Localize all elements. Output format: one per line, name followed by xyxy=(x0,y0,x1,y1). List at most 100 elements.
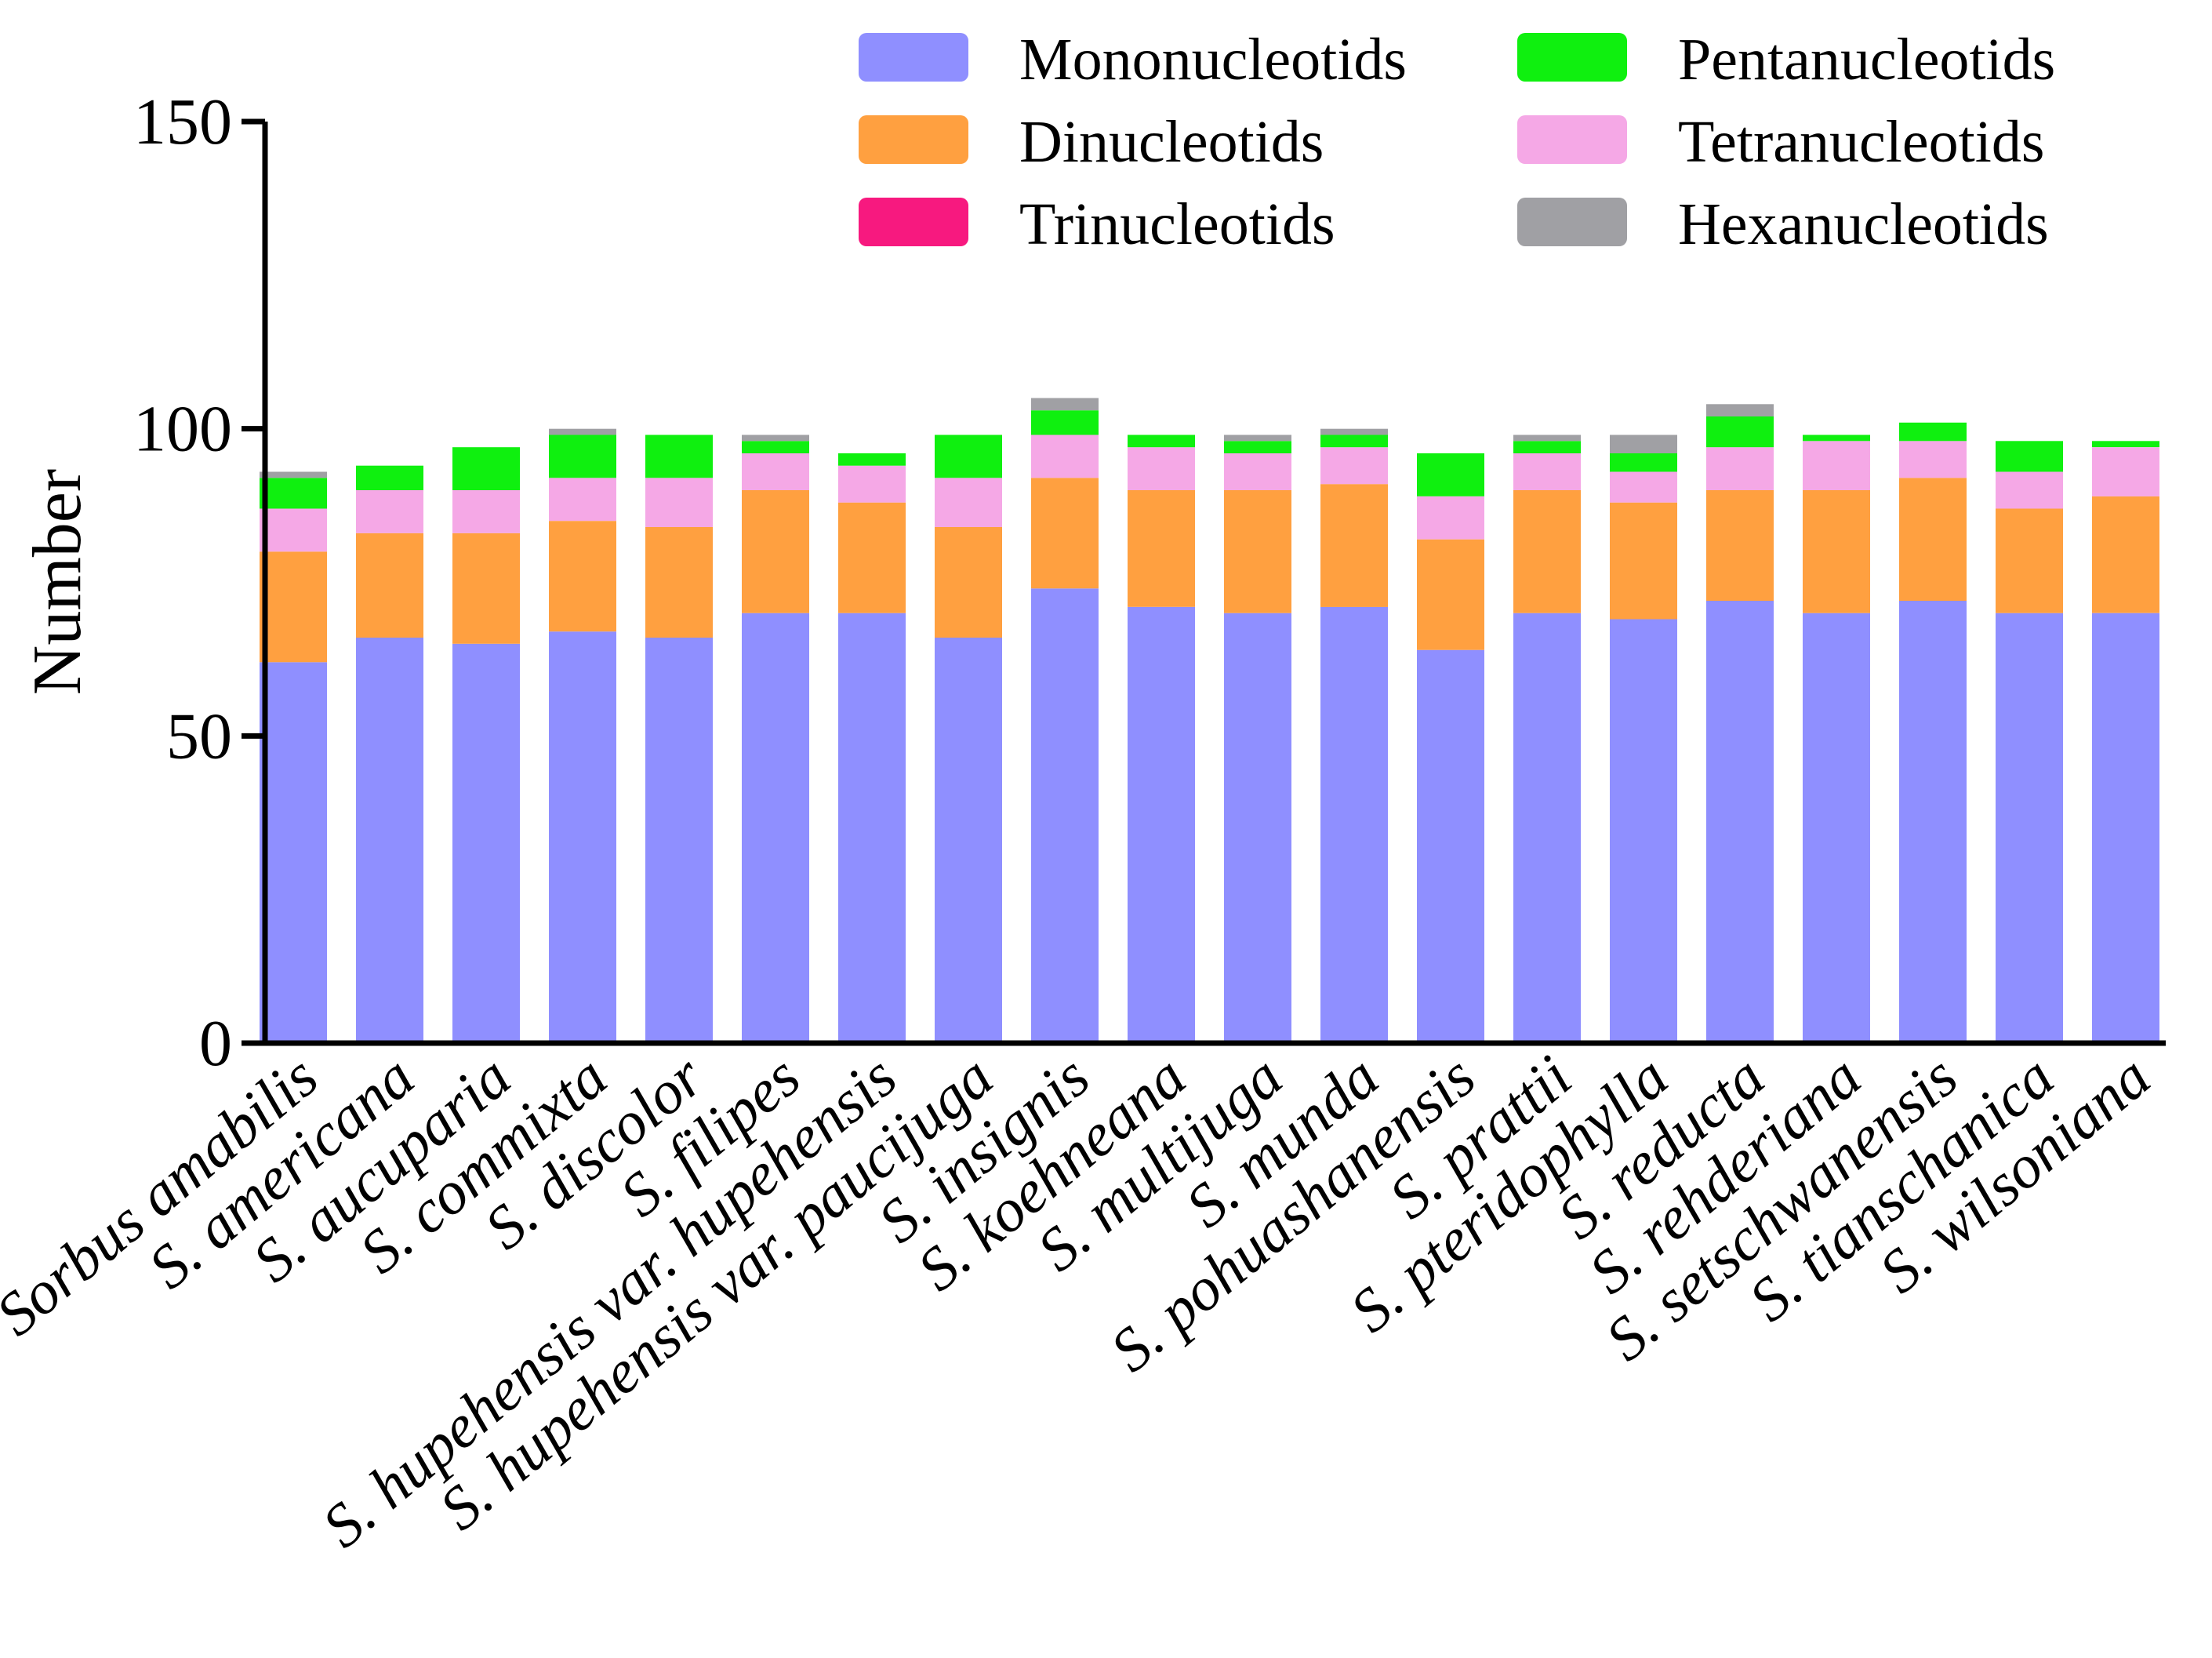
bar-segment-pentanucleotids-8 xyxy=(935,434,1002,478)
bar-segment-dinucleotids-5 xyxy=(645,527,713,638)
y-axis-title: Number xyxy=(20,469,96,695)
bar-segment-mononucleotids-15 xyxy=(1610,619,1677,1043)
bar-segment-pentanucleotids-15 xyxy=(1610,453,1677,472)
y-ticks-group: 0 50 100 150 xyxy=(133,85,265,1080)
bar-segment-pentanucleotids-19 xyxy=(1996,441,2063,472)
bar-segment-hexanucleotids-6 xyxy=(742,434,809,442)
bar-segment-tetranucleotids-17 xyxy=(1803,441,1870,490)
bar-segment-dinucleotids-18 xyxy=(1899,478,1967,601)
bar-segment-tetranucleotids-4 xyxy=(549,478,616,522)
axes-group xyxy=(262,122,2166,1046)
bar-segment-hexanucleotids-11 xyxy=(1224,434,1291,442)
bar-segment-tetranucleotids-11 xyxy=(1224,453,1291,490)
bar-segment-tetranucleotids-15 xyxy=(1610,471,1677,503)
bar-segment-mononucleotids-20 xyxy=(2092,613,2159,1043)
bar-segment-dinucleotids-14 xyxy=(1513,490,1581,613)
bar-segment-pentanucleotids-12 xyxy=(1320,434,1388,448)
bar-segment-pentanucleotids-4 xyxy=(549,434,616,478)
legend: Mononucleotids Pentanucleotids Dinucleotid… xyxy=(859,27,2055,257)
legend-swatch-pentanucleotids xyxy=(1517,33,1627,82)
bar-segment-dinucleotids-7 xyxy=(838,502,906,613)
bar-segment-dinucleotids-9 xyxy=(1031,478,1099,589)
legend-swatch-hexanucleotids xyxy=(1517,198,1627,246)
bar-segment-hexanucleotids-9 xyxy=(1031,398,1099,411)
bar-segment-mononucleotids-18 xyxy=(1899,601,1967,1043)
bar-segment-dinucleotids-8 xyxy=(935,527,1002,638)
bars-group xyxy=(260,398,2159,1043)
bar-segment-mononucleotids-3 xyxy=(452,643,520,1043)
bar-segment-dinucleotids-10 xyxy=(1128,490,1195,607)
bar-segment-pentanucleotids-2 xyxy=(356,465,423,490)
bar-segment-hexanucleotids-1 xyxy=(260,471,327,478)
bar-segment-pentanucleotids-3 xyxy=(452,447,520,490)
bar-segment-hexanucleotids-12 xyxy=(1320,428,1388,435)
bar-segment-tetranucleotids-18 xyxy=(1899,441,1967,478)
bar-segment-tetranucleotids-3 xyxy=(452,490,520,533)
bar-segment-tetranucleotids-1 xyxy=(260,508,327,552)
bar-segment-dinucleotids-13 xyxy=(1417,539,1484,650)
bar-segment-tetranucleotids-8 xyxy=(935,478,1002,527)
bar-segment-dinucleotids-11 xyxy=(1224,490,1291,613)
bar-segment-tetranucleotids-12 xyxy=(1320,447,1388,485)
bar-segment-hexanucleotids-14 xyxy=(1513,434,1581,442)
legend-swatch-dinucleotids xyxy=(859,115,968,164)
bar-segment-dinucleotids-16 xyxy=(1706,490,1774,601)
bar-segment-pentanucleotids-16 xyxy=(1706,416,1774,448)
bar-segment-mononucleotids-19 xyxy=(1996,613,2063,1043)
bar-segment-mononucleotids-9 xyxy=(1031,588,1099,1043)
bar-segment-mononucleotids-12 xyxy=(1320,606,1388,1043)
bar-segment-dinucleotids-6 xyxy=(742,490,809,613)
bar-segment-pentanucleotids-6 xyxy=(742,441,809,453)
bar-segment-dinucleotids-2 xyxy=(356,533,423,638)
bar-segment-mononucleotids-5 xyxy=(645,638,713,1043)
bar-segment-pentanucleotids-7 xyxy=(838,453,906,466)
bar-segment-dinucleotids-17 xyxy=(1803,490,1870,613)
bar-segment-tetranucleotids-7 xyxy=(838,465,906,503)
bar-segment-pentanucleotids-18 xyxy=(1899,422,1967,442)
bar-segment-mononucleotids-2 xyxy=(356,638,423,1043)
bar-segment-dinucleotids-19 xyxy=(1996,508,2063,613)
legend-swatch-trinucleotids xyxy=(859,198,968,246)
bar-segment-hexanucleotids-16 xyxy=(1706,404,1774,416)
bar-segment-dinucleotids-15 xyxy=(1610,502,1677,620)
bar-segment-tetranucleotids-16 xyxy=(1706,447,1774,490)
y-tick-label: 150 xyxy=(133,85,232,158)
legend-label-trinucleotids: Trinucleotids xyxy=(1019,191,1335,257)
bar-segment-hexanucleotids-4 xyxy=(549,428,616,435)
legend-label-hexanucleotids: Hexanucleotids xyxy=(1678,191,2049,257)
legend-label-dinucleotids: Dinucleotids xyxy=(1019,109,1324,175)
bar-segment-mononucleotids-7 xyxy=(838,613,906,1043)
bar-segment-tetranucleotids-5 xyxy=(645,478,713,527)
bar-segment-dinucleotids-12 xyxy=(1320,484,1388,607)
bar-segment-mononucleotids-14 xyxy=(1513,613,1581,1043)
bar-segment-pentanucleotids-9 xyxy=(1031,410,1099,435)
bar-segment-tetranucleotids-20 xyxy=(2092,447,2159,496)
bar-segment-mononucleotids-16 xyxy=(1706,601,1774,1043)
bar-segment-tetranucleotids-6 xyxy=(742,453,809,490)
bar-segment-dinucleotids-4 xyxy=(549,521,616,632)
bar-segment-dinucleotids-3 xyxy=(452,533,520,644)
bar-segment-tetranucleotids-2 xyxy=(356,490,423,533)
bar-segment-mononucleotids-10 xyxy=(1128,606,1195,1043)
bar-segment-pentanucleotids-14 xyxy=(1513,441,1581,453)
bar-segment-tetranucleotids-19 xyxy=(1996,471,2063,509)
bar-segment-pentanucleotids-1 xyxy=(260,478,327,509)
bar-segment-pentanucleotids-5 xyxy=(645,434,713,478)
bar-segment-dinucleotids-1 xyxy=(260,551,327,663)
bar-segment-pentanucleotids-20 xyxy=(2092,441,2159,448)
legend-label-pentanucleotids: Pentanucleotids xyxy=(1678,27,2055,93)
bar-segment-hexanucleotids-15 xyxy=(1610,434,1677,453)
bar-segment-pentanucleotids-17 xyxy=(1803,434,1870,442)
bar-segment-mononucleotids-8 xyxy=(935,638,1002,1043)
y-tick-label: 100 xyxy=(133,393,232,466)
legend-swatch-mononucleotids xyxy=(859,33,968,82)
bar-segment-tetranucleotids-13 xyxy=(1417,496,1484,540)
bar-segment-tetranucleotids-10 xyxy=(1128,447,1195,490)
bar-segment-mononucleotids-17 xyxy=(1803,613,1870,1043)
bar-segment-mononucleotids-13 xyxy=(1417,649,1484,1043)
bar-segment-tetranucleotids-14 xyxy=(1513,453,1581,490)
bar-segment-dinucleotids-20 xyxy=(2092,496,2159,613)
